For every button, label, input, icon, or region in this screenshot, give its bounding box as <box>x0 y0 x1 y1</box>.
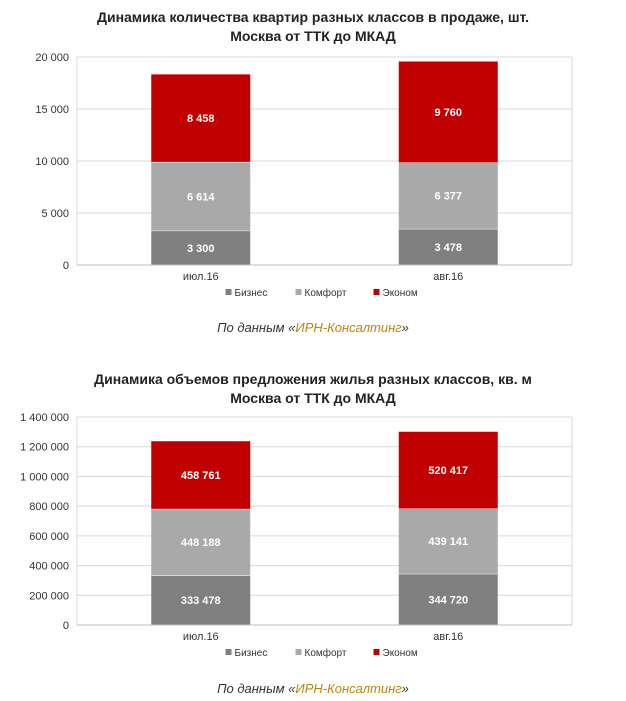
data-label: 458 761 <box>181 470 221 482</box>
chart2-source-suffix: » <box>401 681 409 696</box>
bar-segment <box>398 573 498 625</box>
bar-segment <box>151 230 251 265</box>
bar-segment <box>398 228 498 265</box>
y-tick-label: 5 000 <box>41 208 69 220</box>
legend-label: Эконом <box>383 288 418 299</box>
y-tick-label: 1 200 000 <box>20 442 69 454</box>
legend-swatch <box>295 289 302 295</box>
chart2-source-prefix: По данным « <box>217 681 296 696</box>
chart2-plot: 0 200 000 400 000 600 000 800 000 1 000 000 1 … <box>20 412 573 659</box>
legend-label: Бизнес <box>235 288 268 299</box>
y-tick-label: 0 <box>63 260 69 272</box>
chart1-source-suffix: » <box>401 320 409 335</box>
chart2-title-line2: Москва от ТТК до МКАД <box>230 390 396 406</box>
y-tick-label: 600 000 <box>29 531 69 543</box>
chart1-source-link[interactable]: ИРН-Консалтинг <box>295 320 402 335</box>
legend-swatch <box>225 289 232 295</box>
data-label: 3 300 <box>187 243 215 255</box>
x-tick-label: июл.16 <box>183 271 219 283</box>
chart2-source: По данным «ИРН-Консалтинг» <box>0 681 626 696</box>
data-label: 6 377 <box>434 191 462 203</box>
y-tick-label: 1 400 000 <box>20 412 69 424</box>
legend-label: Бизнес <box>235 648 268 659</box>
chart1-title: Динамика количества квартир разных класс… <box>0 8 626 46</box>
chart2-title: Динамика объемов предложения жилья разны… <box>0 370 626 408</box>
y-tick-label: 20 000 <box>35 52 69 64</box>
data-label: 439 141 <box>428 536 468 548</box>
x-tick-label: авг.16 <box>433 631 463 643</box>
legend-swatch <box>373 649 380 655</box>
bar-segment <box>398 431 498 509</box>
x-tick-label: авг.16 <box>433 271 463 283</box>
data-label: 8 458 <box>187 113 215 125</box>
legend-label: Эконом <box>383 648 418 659</box>
legend-swatch <box>295 649 302 655</box>
y-tick-label: 15 000 <box>35 104 69 116</box>
x-tick-label: июл.16 <box>183 631 219 643</box>
data-label: 344 720 <box>428 594 468 606</box>
bar-segment <box>151 575 251 625</box>
chart1-title-line2: Москва от ТТК до МКАД <box>230 28 396 44</box>
data-label: 9 760 <box>434 107 462 119</box>
y-tick-label: 10 000 <box>35 156 69 168</box>
chart2-title-line1: Динамика объемов предложения жилья разны… <box>94 371 532 387</box>
y-tick-label: 200 000 <box>29 590 69 602</box>
legend-label: Комфорт <box>305 287 347 299</box>
chart2-source-link[interactable]: ИРН-Консалтинг <box>295 681 402 696</box>
chart1-plot: 0 5 000 10 000 15 000 20 000 3 300 6 614 8 458 и… <box>35 52 573 299</box>
legend-label: Комфорт <box>305 647 347 659</box>
legend-swatch <box>225 649 232 655</box>
data-label: 520 417 <box>428 465 468 477</box>
data-label: 333 478 <box>181 595 221 607</box>
y-tick-label: 400 000 <box>29 561 69 573</box>
bar-segment <box>151 161 251 231</box>
bar-segment <box>398 61 498 163</box>
data-label: 448 188 <box>181 537 221 549</box>
chart1-source-prefix: По данным « <box>217 320 296 335</box>
bar-segment <box>151 508 251 576</box>
y-tick-label: 1 000 000 <box>20 471 69 483</box>
y-tick-label: 800 000 <box>29 501 69 513</box>
bar-segment <box>151 73 251 162</box>
bar-segment <box>151 440 251 509</box>
legend-swatch <box>373 289 380 295</box>
data-label: 6 614 <box>187 191 215 203</box>
chart1-source: По данным «ИРН-Консалтинг» <box>0 320 626 335</box>
chart1-title-line1: Динамика количества квартир разных класс… <box>96 9 530 25</box>
bar-segment <box>398 508 498 574</box>
data-label: 3 478 <box>434 242 462 254</box>
bar-segment <box>398 162 498 229</box>
y-tick-label: 0 <box>63 620 69 632</box>
